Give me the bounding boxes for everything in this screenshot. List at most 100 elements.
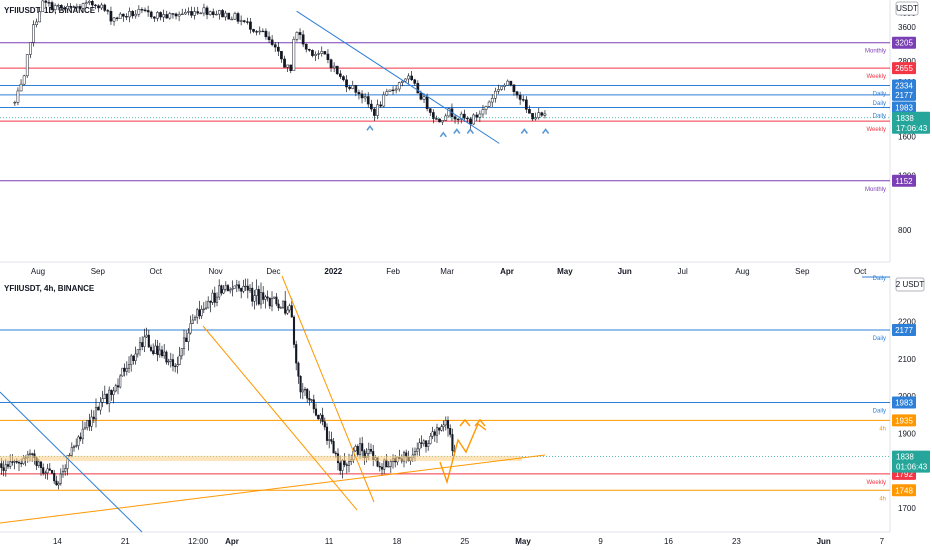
candle-body [438, 427, 441, 431]
candle-body [328, 439, 331, 441]
candle-body [244, 285, 247, 288]
x-tick-label: Sep [91, 267, 106, 276]
candle-body [253, 295, 256, 302]
candle-body [506, 80, 510, 86]
candle-body [512, 84, 516, 92]
candle-body [363, 96, 367, 99]
candle-body [404, 78, 407, 82]
level-price-tag [892, 36, 916, 49]
candle-body [103, 4, 107, 11]
candle-body [46, 468, 49, 474]
x-tick-label: Jun [618, 267, 632, 276]
candle-body [13, 461, 16, 463]
candle-body [136, 349, 139, 355]
candle-body [255, 289, 258, 296]
candle-body [31, 453, 34, 455]
candle-body [462, 113, 466, 119]
current-price-tag [892, 450, 930, 473]
candle-body [290, 305, 293, 318]
candle-body [320, 51, 324, 54]
candle-body [180, 348, 183, 357]
candle-body [270, 39, 274, 45]
candle-body [418, 442, 421, 450]
candle-body [50, 469, 54, 474]
candle-body [451, 434, 454, 451]
candle-body [484, 106, 488, 110]
candle-body [28, 42, 32, 55]
candle-body [2, 467, 5, 471]
candle-body [103, 394, 106, 399]
h4-chart-pane[interactable]: YFIIUSDT, 4h, BINANCE 220021002000190018… [0, 275, 930, 546]
candle-body [410, 75, 413, 81]
candle-body [149, 346, 153, 351]
candle-body [481, 109, 485, 115]
candle-body [140, 9, 144, 11]
candle-body [307, 49, 311, 51]
candle-body [425, 96, 429, 109]
candle-body [218, 285, 221, 298]
daily-chart-pane[interactable]: YFIIUSDT, 1D, BINANCE 400036003200280024… [0, 0, 930, 276]
candle-body [202, 308, 205, 311]
candle-body [156, 12, 159, 19]
candle-body [57, 483, 60, 486]
candle-body [360, 93, 364, 99]
candle-body [167, 360, 170, 363]
level-price-tag [892, 79, 916, 92]
y-tick-label: 800 [898, 226, 912, 235]
candle-body [435, 118, 438, 120]
candle-body [416, 448, 419, 452]
candle-body [449, 428, 452, 435]
candle-body [233, 13, 237, 20]
candle-body [110, 389, 113, 395]
candle-body [257, 289, 260, 305]
candle-body [28, 453, 32, 455]
level-price-label: 3205 [895, 39, 913, 48]
candle-body [138, 342, 142, 350]
level-price-tag [892, 88, 916, 101]
candle-body [182, 337, 186, 349]
level-price-tag [892, 101, 916, 114]
candle-body [158, 349, 161, 356]
candle-body [268, 297, 271, 307]
candle-body [433, 431, 436, 436]
candle-body [319, 414, 322, 420]
candle-body [207, 300, 210, 309]
candle-body [178, 355, 181, 365]
level-note: Daily [873, 408, 886, 414]
y-tick-label: 1700 [898, 504, 916, 513]
candle-body [209, 300, 212, 303]
candle-body [118, 13, 122, 19]
candle-body [101, 398, 104, 403]
candle-body [369, 449, 373, 452]
candle-body [497, 89, 500, 92]
candle-body [165, 14, 169, 19]
candle-body [193, 317, 197, 321]
candle-body [15, 461, 18, 463]
candle-body [132, 355, 135, 361]
candle-body [339, 462, 342, 471]
unit-badge-label: USDT [896, 4, 918, 13]
candle-body [295, 344, 298, 364]
candle-body [259, 292, 263, 305]
level-note: Daily [873, 114, 886, 120]
candle-body [94, 4, 97, 7]
candle-body [456, 118, 460, 121]
candle-body [447, 108, 451, 117]
candle-body [255, 31, 258, 33]
candle-body [55, 480, 58, 486]
candle-body [280, 50, 283, 60]
x-tick-label: 18 [392, 537, 401, 546]
candle-body [213, 292, 216, 303]
candle-body [41, 0, 45, 12]
unit-badge [895, 1, 919, 16]
candle-body [348, 86, 351, 89]
candle-body [81, 428, 84, 440]
candle-body [231, 288, 234, 290]
x-tick-label: Oct [150, 267, 163, 276]
candle-body [366, 96, 370, 105]
candle-body [226, 285, 230, 292]
countdown-label: 01:06:43 [896, 463, 928, 472]
level-note: Weekly [866, 74, 886, 80]
